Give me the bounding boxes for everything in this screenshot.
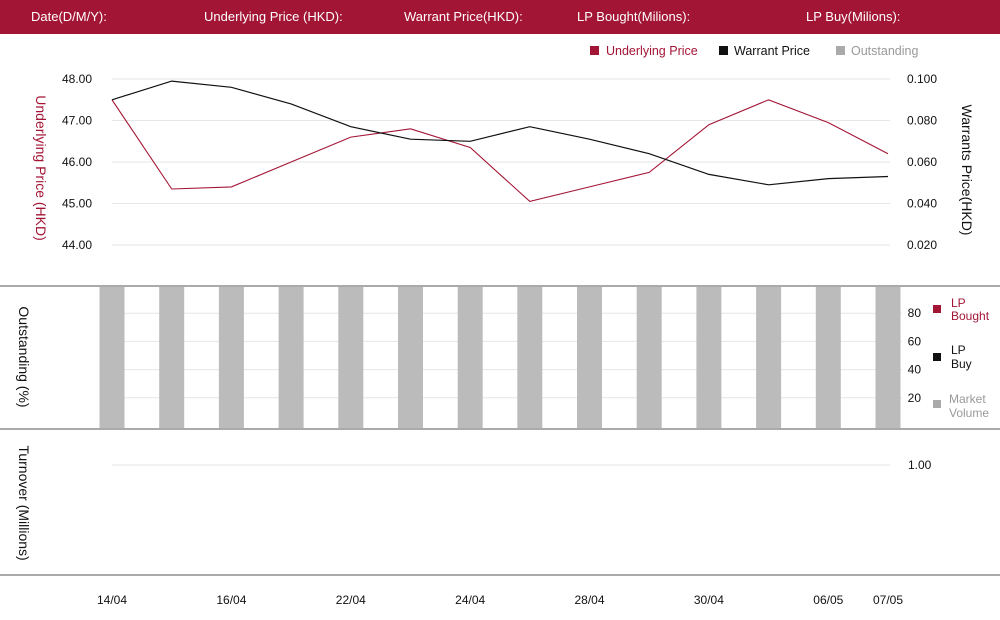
header-warrant-label: Warrant Price(HKD): — [404, 9, 523, 24]
x-tick-label: 24/04 — [455, 593, 485, 607]
x-tick-label: 16/04 — [216, 593, 246, 607]
legend-warrant-swatch — [719, 46, 728, 55]
price-lines — [111, 80, 889, 203]
header-lp-buy-label: LP Buy(Milions): — [806, 9, 901, 24]
turnover-tick-label: 1.00 — [908, 458, 932, 472]
header-date-label: Date(D/M/Y): — [31, 9, 107, 24]
outstanding-bar — [99, 287, 125, 428]
price-right-tick-label: 0.080 — [907, 114, 937, 128]
outstanding-bar — [875, 287, 901, 428]
legend-market-volume-line-2: Volume — [949, 406, 989, 420]
price-right-tick-label: 0.040 — [907, 197, 937, 211]
price-left-axis-title: Underlying Price (HKD) — [33, 95, 49, 240]
underlying-price-line — [111, 99, 889, 203]
outstanding-axis: 80 60 40 20 — [908, 306, 922, 405]
outstanding-bar — [517, 287, 543, 428]
price-right-tick-label: 0.100 — [907, 72, 937, 86]
outstanding-bars — [99, 287, 901, 428]
legend-outstanding-label: Outstanding — [851, 44, 918, 58]
outstanding-bar — [815, 287, 841, 428]
outstanding-legend: LP Bought LP Buy Market Volume — [933, 296, 990, 420]
x-tick-label: 28/04 — [574, 593, 604, 607]
outstanding-bar — [577, 287, 602, 428]
price-left-tick-label: 46.00 — [62, 155, 92, 169]
outstanding-bar — [636, 287, 662, 428]
outstanding-tick-label: 20 — [908, 391, 922, 405]
legend-lp-buy-swatch — [933, 353, 941, 361]
x-tick-label: 06/05 — [813, 593, 843, 607]
outstanding-bar — [278, 287, 304, 428]
header-lp-bought-label: LP Bought(Milions): — [577, 9, 691, 24]
legend-lp-buy-line-1: LP — [951, 343, 966, 357]
price-left-tick-label: 44.00 — [62, 238, 92, 252]
price-right-axis: 0.100 0.080 0.060 0.040 0.020 — [907, 72, 937, 252]
price-left-tick-label: 47.00 — [62, 114, 92, 128]
legend-underlying-swatch — [590, 46, 599, 55]
x-tick-label: 07/05 — [873, 593, 903, 607]
outstanding-bar — [756, 287, 782, 428]
header-bar: Date(D/M/Y): Underlying Price (HKD): War… — [0, 0, 1000, 34]
outstanding-bar — [398, 287, 423, 428]
price-right-tick-label: 0.020 — [907, 238, 937, 252]
outstanding-tick-label: 80 — [908, 306, 922, 320]
legend-lp-bought-swatch — [933, 305, 941, 313]
outstanding-bar — [159, 287, 185, 428]
legend-market-volume-swatch — [933, 400, 941, 408]
x-tick-label: 30/04 — [694, 593, 724, 607]
price-right-tick-label: 0.060 — [907, 155, 937, 169]
outstanding-bar — [696, 287, 722, 428]
outstanding-axis-title: Outstanding (%) — [16, 306, 32, 407]
price-grid — [112, 78, 890, 246]
turnover-axis-title: Turnover (Millions) — [16, 445, 32, 560]
legend-lp-buy-line-2: Buy — [951, 357, 972, 371]
legend-warrant-label: Warrant Price — [734, 44, 810, 58]
warrant-price-line — [111, 80, 889, 186]
price-legend: Underlying Price Warrant Price Outstandi… — [590, 44, 918, 58]
outstanding-tick-label: 60 — [908, 334, 922, 348]
price-left-tick-label: 45.00 — [62, 197, 92, 211]
price-right-axis-title: Warrants Price(HKD) — [959, 105, 975, 236]
outstanding-bar — [457, 287, 483, 428]
x-tick-label: 14/04 — [97, 593, 127, 607]
legend-outstanding-swatch — [836, 46, 845, 55]
outstanding-bar — [218, 287, 244, 428]
legend-lp-bought-line-2: Bought — [951, 309, 990, 323]
outstanding-bar — [338, 287, 364, 428]
outstanding-tick-label: 40 — [908, 363, 922, 377]
legend-lp-bought-line-1: LP — [951, 296, 966, 310]
x-tick-label: 22/04 — [336, 593, 366, 607]
price-left-tick-label: 48.00 — [62, 72, 92, 86]
legend-market-volume-line-1: Market — [949, 392, 986, 406]
header-underlying-label: Underlying Price (HKD): — [204, 9, 343, 24]
x-axis-labels: 14/04 16/04 22/04 24/04 28/04 30/04 06/05 07/05 — [97, 593, 903, 607]
price-left-axis: 48.00 47.00 46.00 45.00 44.00 — [62, 72, 92, 252]
legend-underlying-label: Underlying Price — [606, 44, 698, 58]
